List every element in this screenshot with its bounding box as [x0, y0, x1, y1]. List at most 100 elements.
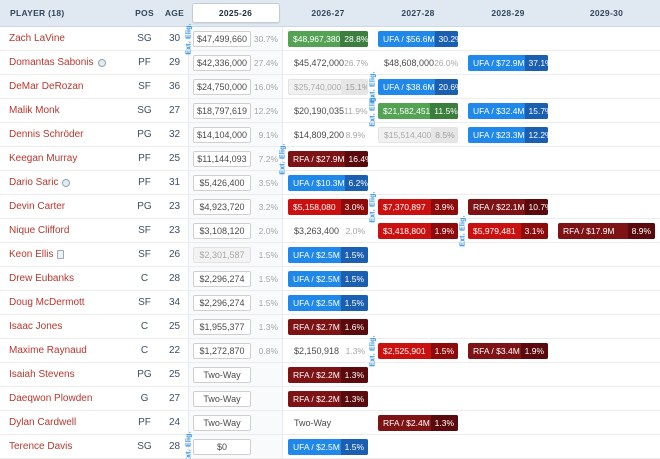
column-header-2028-29[interactable]: 2028-29	[463, 0, 553, 26]
season-cell	[463, 315, 553, 338]
salary-plain: $2,150,918 1.3%	[288, 346, 368, 356]
salary-box: $2,296,274	[193, 294, 251, 311]
season-cell: $25,740,000 15.1%	[283, 75, 373, 98]
player-name-link[interactable]: DeMar DeRozan	[9, 81, 84, 92]
season-cell	[373, 267, 463, 290]
salary-pill-green: $21,582,451 11.5%	[378, 102, 458, 119]
column-header-2026-27[interactable]: 2026-27	[283, 0, 373, 26]
cap-percent: 3.2%	[258, 201, 278, 212]
season-cell: $45,472,000 26.7%	[283, 51, 373, 74]
salary-amount: $21,582,451	[383, 105, 431, 116]
salary-amount: RFA / $3.4M	[473, 345, 520, 356]
age-cell: 30	[168, 33, 181, 44]
season-cell: Ext. Elig. $47,499,660 30.7%	[186, 23, 283, 54]
season-cell: Ext. Elig. $2,525,901 1.5%	[370, 335, 463, 366]
player-cell: Dylan Cardwell	[0, 411, 128, 434]
season-cell: Two-Way	[188, 411, 283, 434]
season-cell	[463, 435, 553, 458]
age-cell: 27	[168, 393, 181, 404]
column-header-pos[interactable]: POS	[128, 0, 161, 26]
cap-percent: 16.0%	[253, 81, 278, 92]
season-cell	[553, 51, 660, 74]
column-header-label: 2027-28	[401, 8, 435, 18]
age-cell: 36	[168, 81, 181, 92]
player-name-link[interactable]: Dario Saric	[9, 177, 59, 188]
salary-box: $4,923,720	[193, 198, 251, 215]
age-cell: 22	[168, 345, 181, 356]
cap-percent: 27.4%	[253, 57, 278, 68]
season-cell: $2,150,918 1.3%	[283, 339, 373, 362]
player-name-link[interactable]: Devin Carter	[9, 201, 66, 212]
cap-percent-badge: 3.1%	[520, 222, 548, 239]
table-row: Malik Monk SG 27 $18,797,619 12.2% $20,190,03…	[0, 95, 660, 126]
player-name-link[interactable]: Drew Eubanks	[9, 273, 75, 284]
season-cell: Two-Way	[188, 387, 283, 410]
salary-box: $24,750,000	[193, 78, 251, 95]
player-name-link[interactable]: Domantas Sabonis	[9, 57, 94, 68]
cap-percent: 1.3%	[258, 321, 278, 332]
salary-amount: UFA / $10.3M	[293, 177, 345, 188]
cap-percent: 26.7%	[344, 57, 369, 68]
salary-amount: $2,525,901	[383, 345, 426, 356]
season-cell: Two-Way	[283, 411, 373, 434]
player-name-link[interactable]: Malik Monk	[9, 105, 60, 116]
season-cell	[553, 363, 660, 386]
player-name-link[interactable]: Terence Davis	[9, 441, 73, 452]
table-row: Zach LaVine SG 30 Ext. Elig. $47,499,660 30.7…	[0, 23, 660, 54]
salary-pill-red: $7,370,897 3.9%	[378, 198, 458, 215]
column-header-label: 2028-29	[491, 8, 525, 18]
cap-percent-badge: 10.7%	[524, 198, 548, 215]
player-name-link[interactable]: Isaiah Stevens	[9, 369, 75, 380]
salary-pill-blue: UFA / $10.3M 6.2%	[288, 174, 368, 191]
position-cell: SG	[137, 441, 152, 452]
player-name-link[interactable]: Doug McDermott	[9, 297, 85, 308]
player-name-link[interactable]: Keon Ellis	[9, 249, 54, 260]
player-name-link[interactable]: Zach LaVine	[9, 33, 65, 44]
season-cell	[553, 99, 660, 122]
header-row: PLAYER (18) POS AGE 2025-26 2026-27 2027-28 20…	[0, 0, 660, 27]
player-cell: Doug McDermott	[0, 291, 128, 314]
salary-plain: $14,809,200 8.9%	[288, 130, 368, 140]
season-cell: $3,108,120 2.0%	[188, 219, 283, 242]
age-cell: 25	[168, 369, 181, 380]
player-name-link[interactable]: Dylan Cardwell	[9, 417, 77, 428]
salary-amount: $3,263,400	[294, 225, 340, 236]
table-row: Dylan Cardwell PF 24 Two-Way Two-Way RFA / $2…	[0, 411, 660, 435]
salary-box: $1,272,870	[193, 342, 251, 359]
cap-percent: 0.8%	[258, 345, 278, 356]
salary-box: $18,797,619	[193, 102, 251, 119]
cap-percent-badge: 1.6%	[340, 318, 368, 335]
season-cell: $42,336,000 27.4%	[188, 51, 283, 74]
player-name-link[interactable]: Nique Clifford	[9, 225, 70, 236]
table-row: Keon Ellis SF 26 $2,301,587 1.5% UFA / $2.5M 1…	[0, 243, 660, 267]
salary-pill-red: $5,158,080 3.0%	[288, 198, 368, 215]
column-header-2029-30[interactable]: 2029-30	[553, 0, 660, 26]
salary-box: $1,955,377	[193, 318, 251, 335]
player-name-link[interactable]: Dennis Schröder	[9, 129, 84, 140]
salary-amount: UFA / $2.5M	[293, 273, 340, 284]
season-cell	[373, 315, 463, 338]
column-header-2025-26[interactable]: 2025-26	[188, 0, 283, 26]
player-name-link[interactable]: Maxime Raynaud	[9, 345, 87, 356]
salary-amount: RFA / $27.9M	[293, 153, 345, 164]
cap-percent: 12.2%	[253, 105, 278, 116]
column-header-2027-28[interactable]: 2027-28	[373, 0, 463, 26]
age-cell: 23	[168, 201, 181, 212]
player-name-link[interactable]: Keegan Murray	[9, 153, 78, 164]
position-cell: C	[140, 345, 149, 356]
cap-percent-badge: 1.5%	[340, 246, 368, 263]
season-cell: $14,809,200 8.9%	[283, 123, 373, 146]
player-name-link[interactable]: Isaac Jones	[9, 321, 63, 332]
table-row: Doug McDermott SF 34 $2,296,274 1.5% UFA / $2…	[0, 291, 660, 315]
cap-percent-badge: 1.5%	[340, 270, 368, 287]
cap-percent: 1.5%	[258, 297, 278, 308]
column-header-age[interactable]: AGE	[161, 0, 188, 26]
column-header-player-18-[interactable]: PLAYER (18)	[0, 0, 128, 26]
player-name-link[interactable]: Daeqwon Plowden	[9, 393, 93, 404]
